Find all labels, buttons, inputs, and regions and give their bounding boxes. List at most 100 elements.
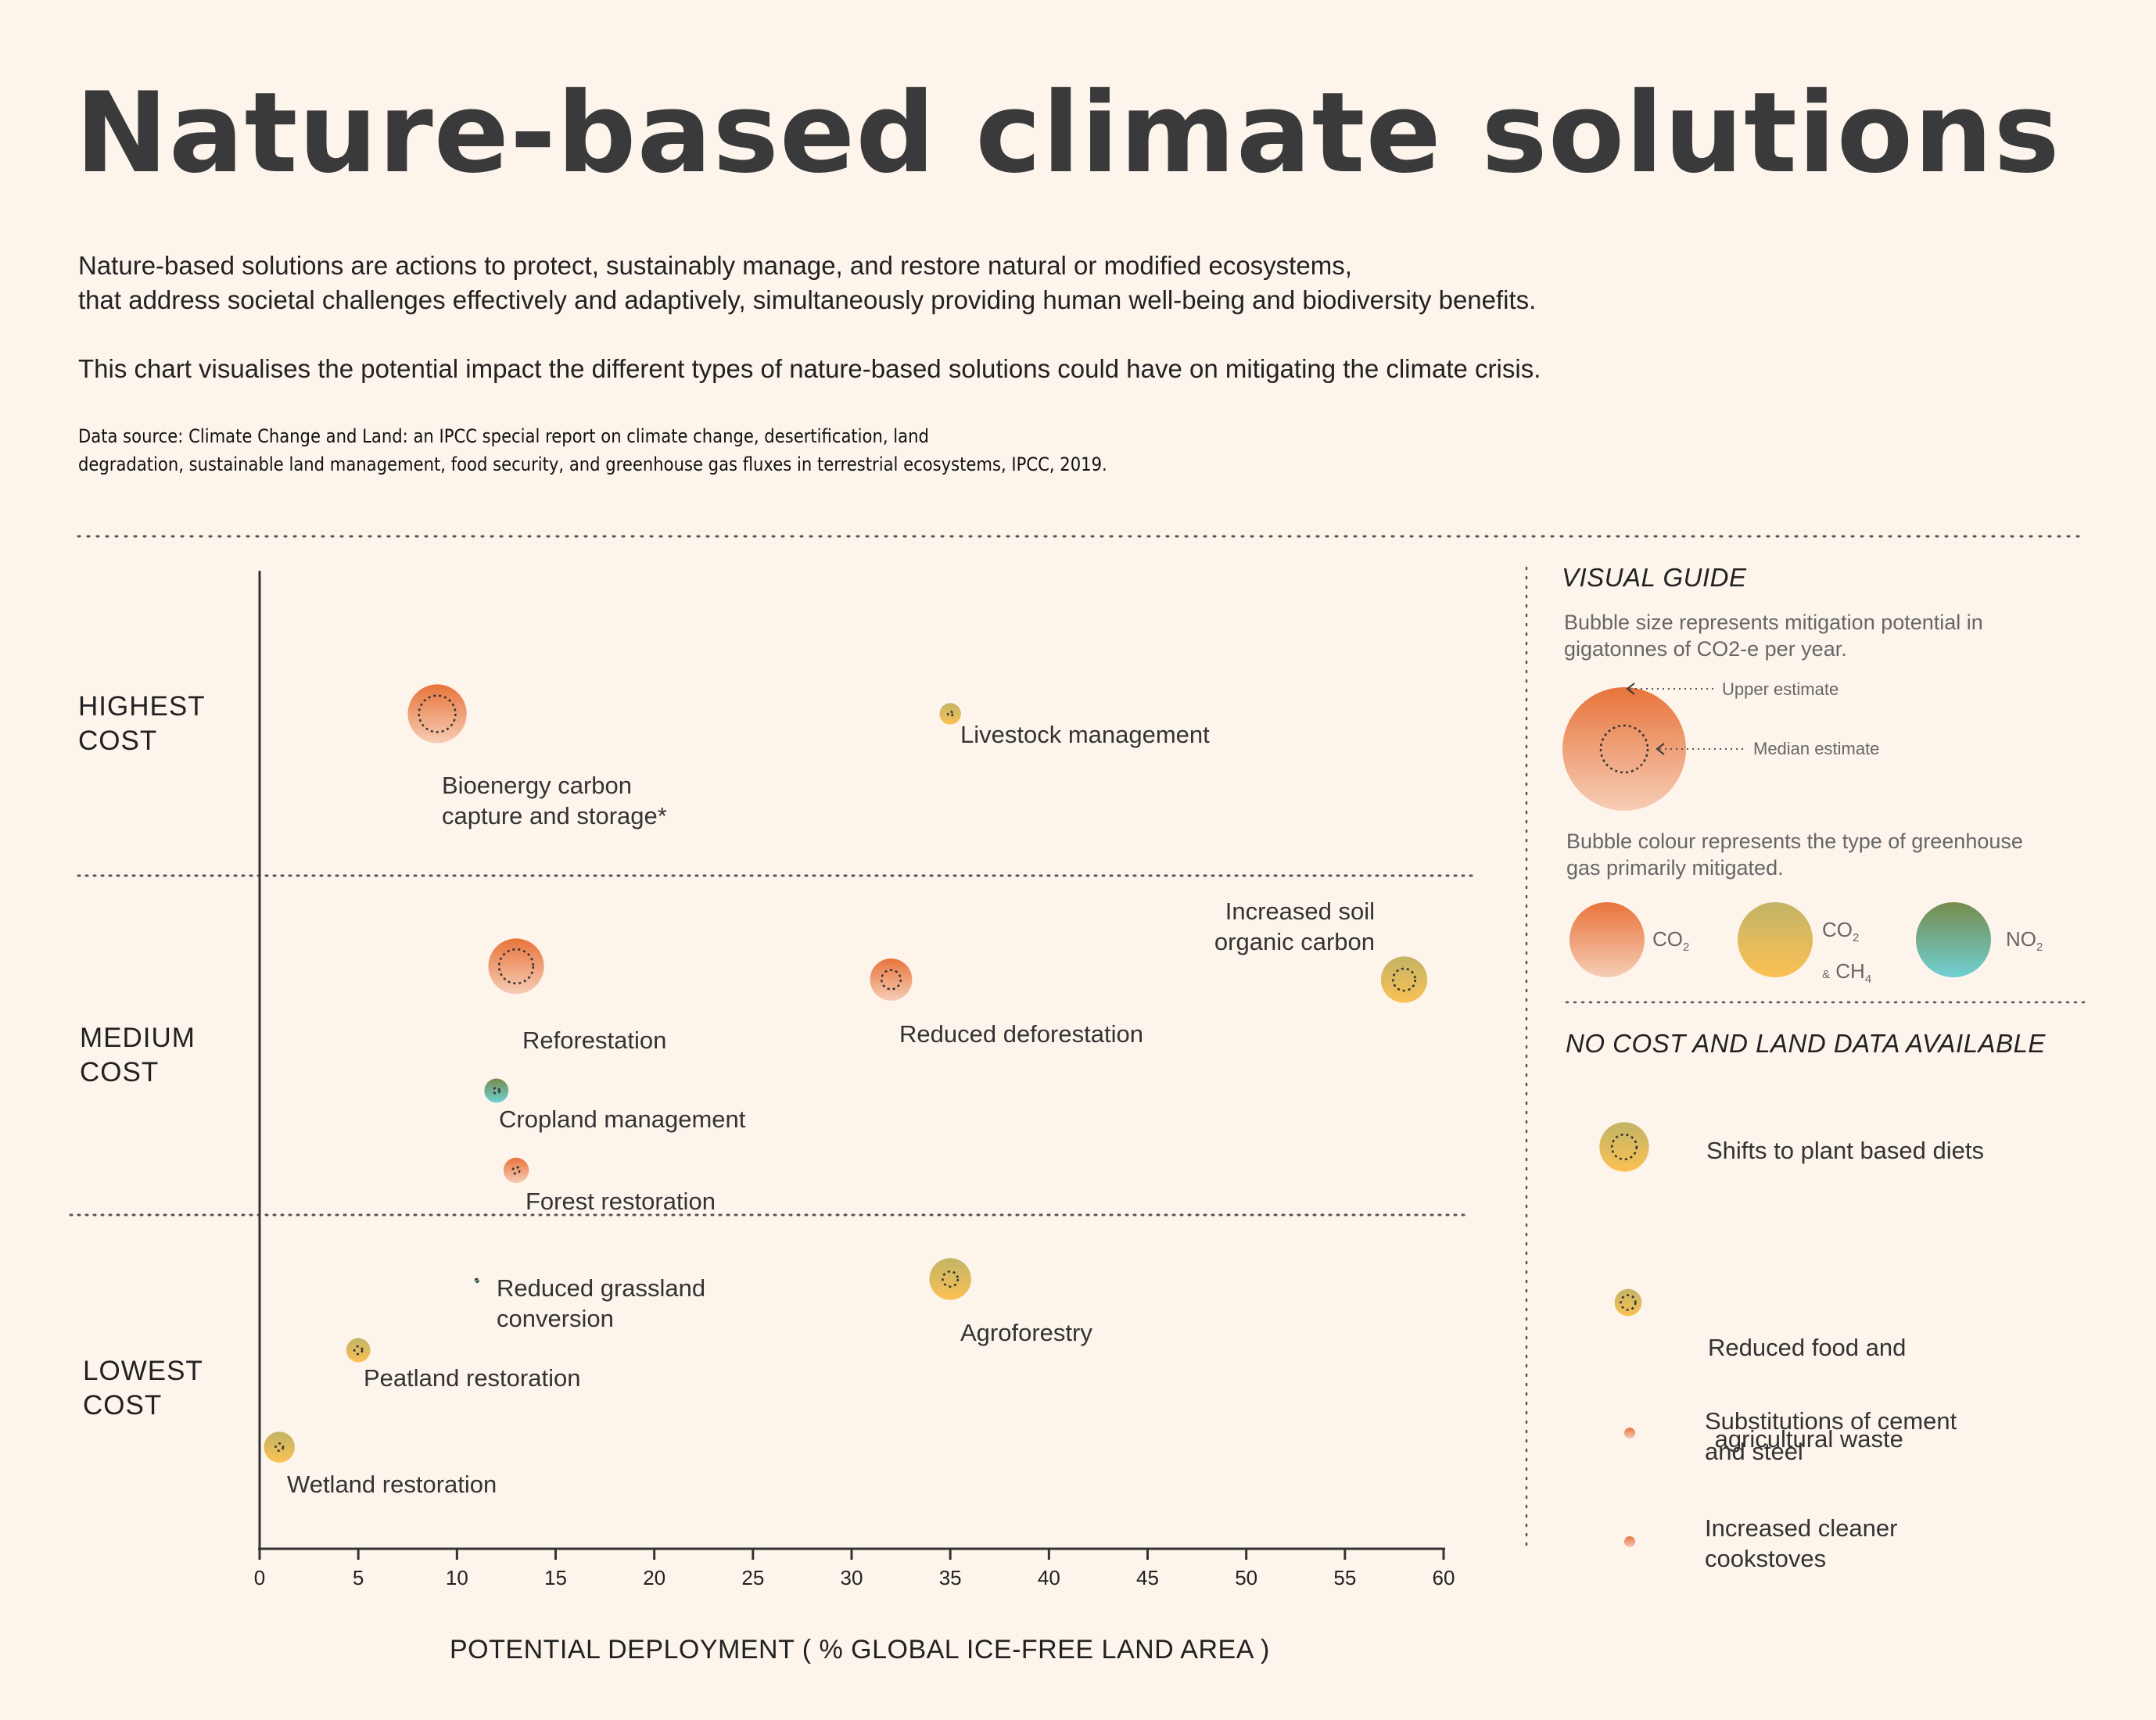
bubble-label-agroforestry: Agroforestry xyxy=(960,1319,1092,1346)
no-cost-graphics xyxy=(1599,1122,1649,1547)
bubble-label-line: Cropland management xyxy=(499,1105,746,1133)
no-cost-label-0: Shifts to plant based diets xyxy=(1706,1135,1984,1166)
median-ring-reduced-grassland-conversion xyxy=(474,1277,479,1284)
median-ring-reforestation xyxy=(497,948,535,985)
no-cost-label-3: Increased cleaner cookstoves xyxy=(1705,1513,1897,1574)
no2-legend-swatch xyxy=(1916,902,1991,977)
x-tick-label: 0 xyxy=(254,1566,265,1589)
upper-estimate-label: Upper estimate xyxy=(1722,679,1839,699)
bubbles xyxy=(264,684,1428,1463)
co2ch4-legend-label: CO2 & CH4 xyxy=(1822,913,1871,996)
no-cost-bubble-3 xyxy=(1624,1536,1635,1547)
visual-guide-graphics xyxy=(1562,683,1991,977)
x-tick-label: 50 xyxy=(1235,1566,1257,1589)
x-tick-label: 45 xyxy=(1136,1566,1159,1589)
median-ring-bioenergy-carbon-capture-and-storage xyxy=(418,694,457,733)
bubble-forest-restoration xyxy=(503,1157,529,1184)
intro-line-1: Nature-based solutions are actions to pr… xyxy=(78,251,1352,280)
x-tick-label: 15 xyxy=(544,1566,567,1589)
median-ring-increased-soil-organic-carbon xyxy=(1392,967,1416,992)
bubble-label-bioenergy-carbon-capture-and-storage: Bioenergy carbon capture and storage* xyxy=(442,772,667,830)
co2-legend-label: CO2 xyxy=(1652,927,1689,954)
median-ring-forest-restoration xyxy=(511,1166,521,1175)
bubble-increased-soil-organic-carbon xyxy=(1380,956,1428,1003)
bubble-label-line: Increased soil xyxy=(1225,898,1375,925)
bubble-label-line: Livestock management xyxy=(960,721,1210,748)
median-ring-peatland-restoration xyxy=(353,1345,364,1356)
no-cost-label-1: Reduced food and agricultural waste xyxy=(1708,1271,1906,1485)
size-explanation-line2: gigatonnes of CO2-e per year. xyxy=(1564,637,1847,661)
x-tick-label: 55 xyxy=(1333,1566,1356,1589)
bubble-agroforestry xyxy=(929,1258,971,1300)
bubble-label-line: conversion xyxy=(497,1305,614,1332)
bubble-label-line: organic carbon xyxy=(1214,928,1375,955)
no-cost-bubble-2 xyxy=(1624,1428,1635,1439)
bubble-label-livestock-management: Livestock management xyxy=(960,721,1210,748)
co2ch4-legend-swatch xyxy=(1738,902,1813,977)
guide-example-bubble xyxy=(1562,687,1686,811)
cost-label-lowest: LOWEST COST xyxy=(83,1354,203,1423)
data-source-line-2: degradation, sustainable land management… xyxy=(78,453,1107,475)
bubble-wetland-restoration xyxy=(264,1432,295,1463)
no-cost-bubble-1 xyxy=(1614,1288,1642,1317)
no2-legend-sub: 2 xyxy=(2036,941,2043,955)
x-tick-label: 5 xyxy=(353,1566,364,1589)
co2ch4-legend-sub2: 4 xyxy=(1864,973,1872,987)
data-source-line-1: Data source: Climate Change and Land: an… xyxy=(78,425,929,447)
x-tick-label: 60 xyxy=(1433,1566,1455,1589)
x-tick-label: 10 xyxy=(446,1566,468,1589)
no-cost-label-0-line1: Shifts to plant based diets xyxy=(1706,1137,1985,1164)
size-explanation: Bubble size represents mitigation potent… xyxy=(1564,609,1983,662)
co2-legend-main: CO xyxy=(1652,927,1683,951)
median-ring-wetland-restoration xyxy=(274,1442,285,1453)
co2ch4-legend-sub: 2 xyxy=(1853,931,1860,945)
cost-label-highest-line2: COST xyxy=(78,726,158,756)
bubble-label-line: Reduced grassland xyxy=(497,1274,705,1302)
bubble-label-line: Peatland restoration xyxy=(364,1364,580,1392)
intro-line-3: This chart visualises the potential impa… xyxy=(78,354,1541,383)
no-cost-label-1-line2: agricultural waste xyxy=(1708,1425,1903,1453)
bubble-label-line: Bioenergy carbon xyxy=(442,772,632,799)
bubble-bioenergy-carbon-capture-and-storage xyxy=(407,684,467,744)
intro-line-2: that address societal challenges effecti… xyxy=(78,285,1537,314)
guide-median-ring xyxy=(1599,724,1649,774)
colour-explanation-line2: gas primarily mitigated. xyxy=(1566,856,1784,880)
x-tick-label: 30 xyxy=(841,1566,863,1589)
median-ring-agroforestry xyxy=(942,1270,960,1288)
bubble-label-increased-soil-organic-carbon: Increased soil organic carbon xyxy=(1214,898,1375,955)
cost-label-medium: MEDIUM COST xyxy=(80,1021,196,1090)
size-explanation-line1: Bubble size represents mitigation potent… xyxy=(1564,611,1983,634)
no2-legend-main: NO xyxy=(2006,927,2036,951)
cost-label-highest-line1: HIGHEST xyxy=(78,691,206,722)
bubble-label-forest-restoration: Forest restoration xyxy=(526,1188,716,1215)
bubble-reforestation xyxy=(488,938,544,994)
no-cost-label-1-line1: Reduced food and xyxy=(1708,1334,1907,1361)
bubble-label-wetland-restoration: Wetland restoration xyxy=(287,1471,497,1498)
no-cost-bubble-0 xyxy=(1599,1122,1649,1172)
co2ch4-legend-main2: CH xyxy=(1835,959,1865,984)
cost-label-medium-line1: MEDIUM xyxy=(80,1023,196,1053)
bubble-label-reforestation: Reforestation xyxy=(522,1027,666,1054)
bubble-peatland-restoration xyxy=(346,1338,371,1363)
no-cost-label-2: Substitutions of cement and steel xyxy=(1705,1406,1957,1467)
no-cost-median-ring-0 xyxy=(1610,1133,1638,1161)
x-tick-label: 25 xyxy=(741,1566,764,1589)
x-tick-label: 40 xyxy=(1038,1566,1060,1589)
bubble-label-line: Reduced deforestation xyxy=(899,1020,1143,1048)
bubble-labels: Bioenergy carbon capture and storage* Live… xyxy=(287,721,1375,1498)
cost-label-lowest-line2: COST xyxy=(83,1390,163,1421)
co2ch4-legend-main: CO xyxy=(1822,918,1853,941)
co2ch4-legend-amp: & xyxy=(1822,968,1831,982)
no2-legend-label: NO2 xyxy=(2006,927,2043,954)
data-source: Data source: Climate Change and Land: an… xyxy=(78,422,1107,478)
no-cost-label-3-line2: cookstoves xyxy=(1705,1545,1827,1572)
bubble-label-line: capture and storage* xyxy=(442,802,667,830)
bubble-label-cropland-management: Cropland management xyxy=(499,1105,746,1133)
bubble-label-line: Wetland restoration xyxy=(287,1471,497,1498)
median-ring-cropland-management xyxy=(492,1086,500,1095)
median-ring-livestock-management xyxy=(946,710,954,718)
co2-legend-swatch xyxy=(1569,902,1645,977)
x-axis-ticks: 0 5 10 15 20 25 30 35 40 45 50 55 60 xyxy=(254,1549,1455,1589)
colour-explanation-line1: Bubble colour represents the type of gre… xyxy=(1566,830,2023,853)
